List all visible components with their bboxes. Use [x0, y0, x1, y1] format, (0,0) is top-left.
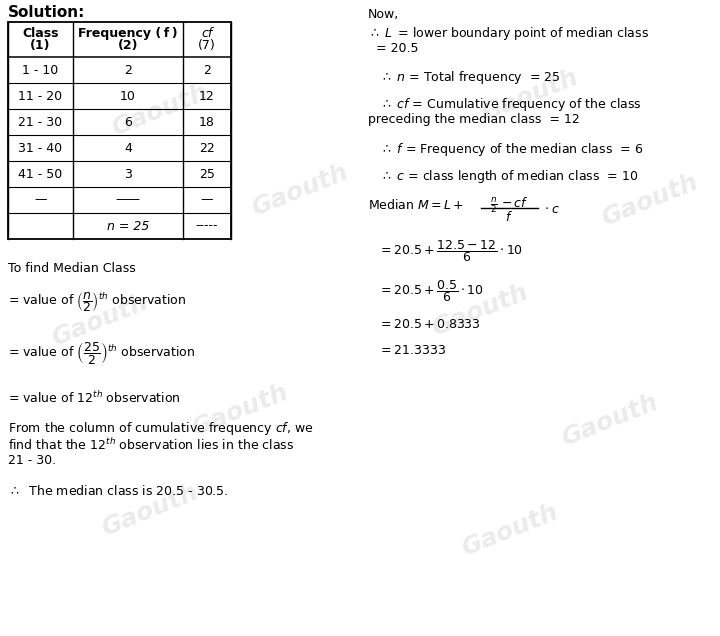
- Text: 2: 2: [124, 64, 132, 76]
- Text: $\therefore$ $n$ = Total frequency  = 25: $\therefore$ $n$ = Total frequency = 25: [368, 69, 561, 86]
- Text: $\cdot\; c$: $\cdot\; c$: [544, 203, 560, 216]
- Text: To find Median Class: To find Median Class: [8, 262, 136, 275]
- Text: Gaouth: Gaouth: [108, 80, 212, 140]
- Text: $\frac{n}{2}$ $-\,cf$: $\frac{n}{2}$ $-\,cf$: [490, 195, 528, 215]
- Text: Gaouth: Gaouth: [598, 170, 702, 230]
- Bar: [8, 22, 231, 239]
- Text: Gaouth: Gaouth: [458, 500, 562, 560]
- Text: = 20.5: = 20.5: [376, 42, 418, 55]
- Text: $= 20.5 + \dfrac{12.5 - 12}{6} \cdot 10$: $= 20.5 + \dfrac{12.5 - 12}{6} \cdot 10$: [378, 238, 523, 265]
- Text: $\therefore$ $L\,$ = lower boundary point of median class: $\therefore$ $L\,$ = lower boundary poin…: [368, 25, 649, 42]
- Text: Median $M = L +$: Median $M = L +$: [368, 198, 464, 212]
- Text: = value of $\left(\dfrac{25}{2}\right)^{th}$ observation: = value of $\left(\dfrac{25}{2}\right)^{…: [8, 340, 196, 366]
- Text: Gaouth: Gaouth: [428, 280, 532, 340]
- Text: 31 - 40: 31 - 40: [19, 141, 63, 155]
- Text: 1 - 10: 1 - 10: [22, 64, 58, 76]
- Text: 6: 6: [124, 116, 132, 128]
- Text: 22: 22: [199, 141, 215, 155]
- Text: = value of $\left(\dfrac{n}{2}\right)^{th}$ observation: = value of $\left(\dfrac{n}{2}\right)^{t…: [8, 290, 186, 314]
- Text: 2: 2: [203, 64, 211, 76]
- Text: 12: 12: [199, 90, 215, 102]
- Text: ——: ——: [115, 193, 140, 207]
- Text: $\therefore$  The median class is 20.5 - 30.5.: $\therefore$ The median class is 20.5 - …: [8, 484, 228, 498]
- Text: Gaouth: Gaouth: [98, 480, 202, 540]
- Bar: [8, 22, 231, 239]
- Text: 3: 3: [124, 167, 132, 181]
- Text: Gaouth: Gaouth: [188, 380, 292, 440]
- Text: Solution:: Solution:: [8, 5, 86, 20]
- Text: $= 20.5 + \dfrac{0.5}{6} \cdot 10$: $= 20.5 + \dfrac{0.5}{6} \cdot 10$: [378, 279, 484, 304]
- Text: $\therefore$ $c$ = class length of median class  = 10: $\therefore$ $c$ = class length of media…: [368, 168, 638, 185]
- Text: 18: 18: [199, 116, 215, 128]
- Text: Gaouth: Gaouth: [48, 290, 152, 350]
- Text: (1): (1): [30, 39, 50, 52]
- Text: find that the $12^{th}$ observation lies in the class: find that the $12^{th}$ observation lies…: [8, 437, 294, 453]
- Text: Gaouth: Gaouth: [478, 65, 582, 125]
- Text: -----: -----: [196, 219, 218, 233]
- Text: cf: cf: [202, 27, 212, 40]
- Text: $\therefore$ $f$ = Frequency of the median class  = 6: $\therefore$ $f$ = Frequency of the medi…: [368, 141, 643, 158]
- Text: —: —: [35, 193, 47, 207]
- Text: $= 20.5 + 0.8333$: $= 20.5 + 0.8333$: [378, 319, 481, 331]
- Text: 21 - 30: 21 - 30: [19, 116, 63, 128]
- Text: preceding the median class  = 12: preceding the median class = 12: [368, 113, 580, 127]
- Text: (2): (2): [118, 39, 138, 52]
- Text: 41 - 50: 41 - 50: [19, 167, 63, 181]
- Text: From the column of cumulative frequency $cf$, we: From the column of cumulative frequency …: [8, 420, 314, 437]
- Text: $\therefore$ $cf$ = Cumulative frequency of the class: $\therefore$ $cf$ = Cumulative frequency…: [368, 97, 642, 113]
- Text: Gaouth: Gaouth: [248, 160, 352, 220]
- Text: Now,: Now,: [368, 8, 400, 21]
- Text: n = 25: n = 25: [107, 219, 149, 233]
- Text: Gaouth: Gaouth: [558, 390, 662, 450]
- Text: $= 21.3333$: $= 21.3333$: [378, 345, 446, 357]
- Text: = value of $12^{th}$ observation: = value of $12^{th}$ observation: [8, 390, 181, 406]
- Text: $f$: $f$: [505, 211, 513, 225]
- Text: Class: Class: [22, 27, 59, 40]
- Text: 4: 4: [124, 141, 132, 155]
- Text: 21 - 30.: 21 - 30.: [8, 454, 56, 467]
- Text: (7): (7): [198, 39, 216, 52]
- Text: 10: 10: [120, 90, 136, 102]
- Text: Frequency ( f ): Frequency ( f ): [78, 27, 178, 40]
- Text: —: —: [201, 193, 213, 207]
- Text: 25: 25: [199, 167, 215, 181]
- Text: 11 - 20: 11 - 20: [19, 90, 63, 102]
